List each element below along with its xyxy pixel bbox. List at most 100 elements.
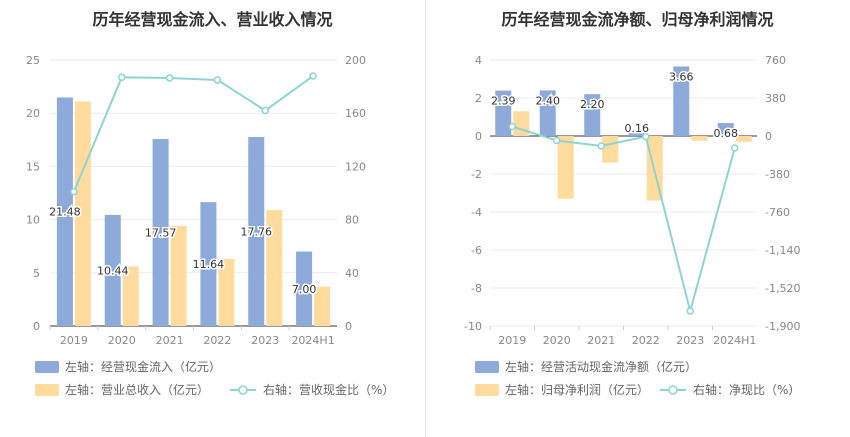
- ratio-point: [309, 72, 317, 80]
- legend-label: 左轴：经营现金流入（亿元）: [65, 359, 221, 374]
- bar-data-label: 0.16: [625, 122, 650, 135]
- bar-primary: [495, 90, 512, 136]
- ratio-point: [597, 142, 605, 150]
- chart-title: 历年经营现金流净额、归母净利润情况: [501, 10, 774, 29]
- bar-data-label: 0.68: [714, 127, 739, 140]
- bar-secondary: [218, 258, 235, 326]
- left-axis-tick-label: 4: [475, 54, 482, 67]
- legend-label: 左轴：经营活动现金流净额（亿元）: [505, 359, 697, 374]
- cash-inflow-revenue-chart: 0 5 10 15 20 25 0 40 80 120 160 200 2019 2020 2021 2022…: [26, 54, 394, 397]
- left-axis-tick-label: 0: [475, 130, 482, 143]
- x-axis-tick-label: 2022: [203, 334, 231, 347]
- bar-primary: [296, 251, 313, 326]
- right-axis-tick-label: 760: [765, 54, 786, 67]
- right-axis-tick-label: -760: [765, 206, 790, 219]
- left-axis-tick-label: -10: [464, 320, 482, 333]
- right-axis-tick-label: 200: [345, 54, 366, 67]
- bar-primary: [56, 97, 73, 327]
- ratio-line: [72, 75, 314, 193]
- left-axis-tick-label: -8: [471, 282, 482, 295]
- bar-data-label: 17.76: [241, 226, 273, 239]
- net-cash-profit-panel: 历年经营现金流净额、归母净利润情况 -10 -8 -6 -4 -2 0 2 4 -1,900 -1…: [425, 0, 850, 437]
- legend-swatch: [35, 384, 59, 396]
- left-axis-tick-label: 15: [26, 160, 40, 173]
- ratio-point: [118, 73, 126, 82]
- bar-data-label: 10.44: [97, 264, 129, 277]
- ratio-point: [70, 187, 78, 196]
- x-axis-tick-label: 2023: [676, 334, 704, 347]
- right-axis-tick-label: -1,140: [765, 244, 800, 257]
- bar-data-label: 3.66: [669, 70, 694, 83]
- x-axis-tick-label: 2020: [108, 334, 136, 347]
- bar-secondary: [266, 210, 283, 326]
- ratio-point: [213, 76, 222, 84]
- bar-primary: [104, 214, 121, 326]
- left-axis-tick-label: 5: [33, 267, 40, 280]
- x-axis-tick-label: 2020: [543, 334, 571, 347]
- bar-secondary: [170, 225, 187, 326]
- ratio-line: [511, 125, 736, 315]
- bar-primary: [152, 139, 169, 326]
- chart-title: 历年经营现金流入、营业收入情况: [92, 10, 333, 29]
- right-axis-tick-label: -380: [765, 168, 790, 181]
- bar-secondary: [691, 136, 708, 141]
- legend-swatch: [475, 384, 499, 396]
- ratio-point: [553, 136, 561, 145]
- panel-divider: [425, 0, 426, 437]
- bar-data-label: 17.57: [145, 227, 177, 240]
- x-axis-tick-label: 2022: [632, 334, 660, 347]
- bar-primary: [539, 90, 556, 136]
- legend-label: 左轴：营业总收入（亿元）: [65, 382, 209, 397]
- right-axis-tick-label: 0: [345, 320, 352, 333]
- legend-label: 右轴：营收现金比（%）: [263, 382, 394, 397]
- bar-data-label: 11.64: [193, 258, 225, 271]
- right-axis-tick-label: 160: [345, 107, 366, 120]
- x-axis-tick-label: 2021: [156, 334, 184, 347]
- legend-swatch: [475, 361, 499, 373]
- bar-primary: [717, 123, 734, 136]
- ratio-point: [731, 144, 739, 152]
- right-axis-tick-label: 380: [765, 92, 786, 105]
- bar-data-label: 2.39: [491, 95, 516, 108]
- x-axis-tick-label: 2024H1: [713, 334, 756, 347]
- left-axis-tick-label: -2: [471, 168, 482, 181]
- bar-primary: [628, 132, 645, 136]
- x-axis-tick-label: 2024H1: [291, 334, 334, 347]
- ratio-point: [686, 307, 694, 315]
- bar-secondary: [602, 136, 619, 163]
- ratio-point: [165, 74, 174, 82]
- bar-secondary: [74, 101, 91, 326]
- right-axis-tick-label: 0: [765, 130, 772, 143]
- bar-secondary: [513, 111, 530, 136]
- right-axis-tick-label: 80: [345, 214, 359, 227]
- ratio-point: [642, 132, 650, 141]
- legend-line-marker: [238, 385, 248, 395]
- bar-secondary: [735, 136, 752, 142]
- right-axis-tick-label: -1,520: [765, 282, 800, 295]
- x-axis-tick-label: 2019: [60, 334, 88, 347]
- cash-inflow-revenue-panel: 历年经营现金流入、营业收入情况 0 5 10 15 20 25 0 40 80 120 160 200…: [26, 10, 394, 397]
- left-axis-tick-label: 2: [475, 92, 482, 105]
- bar-secondary: [122, 266, 139, 326]
- ratio-point: [508, 122, 516, 131]
- bar-data-label: 7.00: [292, 283, 317, 296]
- x-axis-tick-label: 2021: [587, 334, 615, 347]
- bar-primary: [673, 66, 690, 136]
- legend-label: 右轴：净现比（%）: [693, 382, 800, 397]
- bar-data-label: 21.48: [49, 206, 81, 219]
- x-axis-tick-label: 2019: [498, 334, 526, 347]
- left-axis-tick-label: 25: [26, 54, 40, 67]
- left-axis-tick-label: 20: [26, 107, 40, 120]
- left-axis-tick-label: -6: [471, 244, 482, 257]
- bar-primary: [248, 137, 265, 326]
- bar-data-label: 2.40: [536, 94, 561, 107]
- left-axis-tick-label: 10: [26, 214, 40, 227]
- right-axis-tick-label: 40: [345, 267, 359, 280]
- right-axis-tick-label: -1,900: [765, 320, 800, 333]
- left-axis-tick-label: -4: [471, 206, 482, 219]
- x-axis-tick-label: 2023: [251, 334, 279, 347]
- legend-label: 左轴：归母净利润（亿元）: [505, 382, 649, 397]
- bar-primary: [200, 202, 217, 326]
- net-cash-profit-chart: -10 -8 -6 -4 -2 0 2 4 -1,900 -1,520 -1,140 -760 -380…: [464, 54, 800, 397]
